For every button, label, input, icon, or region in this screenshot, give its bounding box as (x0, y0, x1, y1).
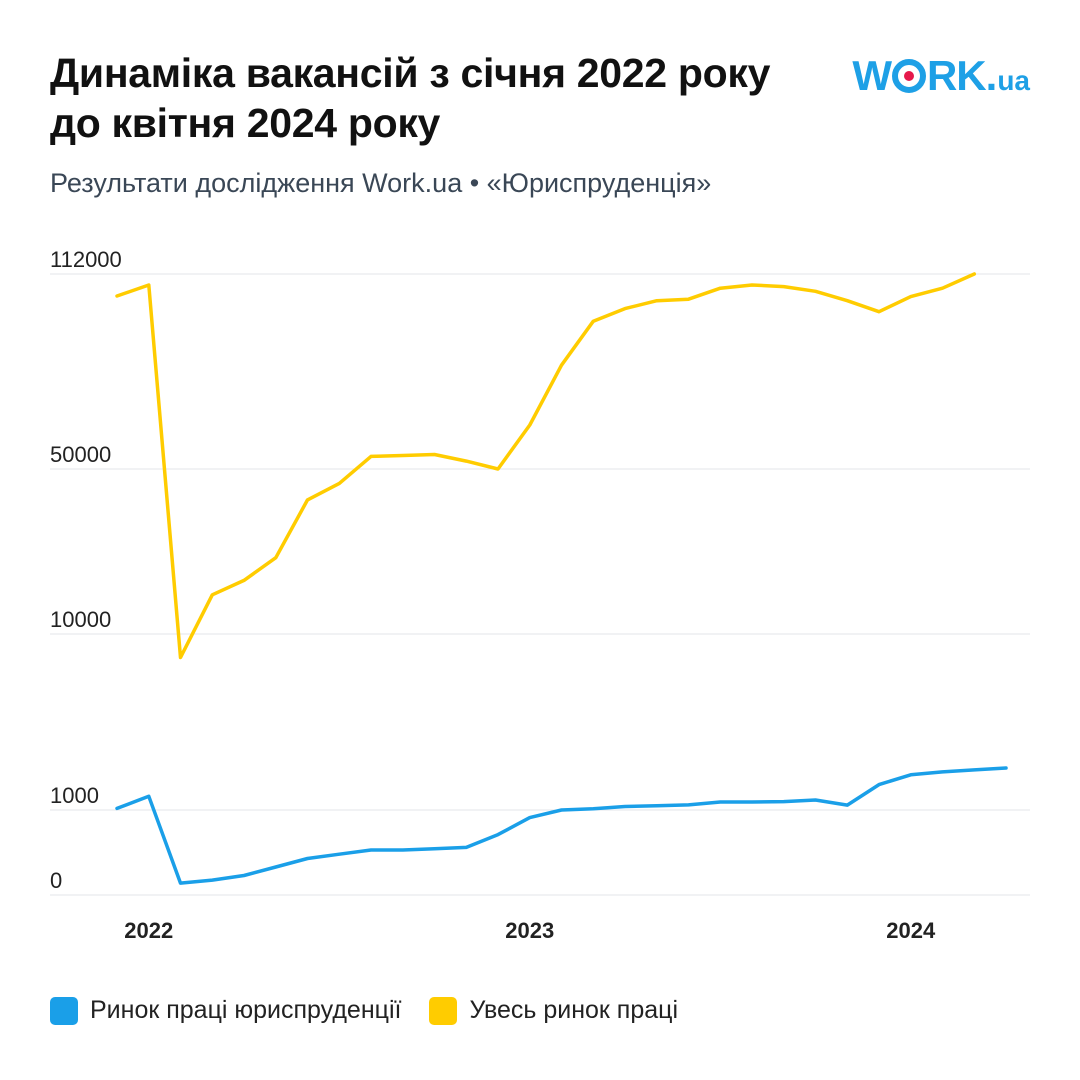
series-line-legal-market (115, 766, 1008, 885)
y-tick-label: 10000 (50, 607, 111, 632)
y-tick-label: 50000 (50, 442, 111, 467)
y-tick-label: 0 (50, 868, 62, 893)
x-tick-label: 2023 (505, 918, 554, 943)
x-tick-label: 2022 (124, 918, 173, 943)
logo-target-icon (891, 59, 926, 93)
logo-letters-rk: RK (926, 52, 987, 99)
legend-item-whole-market: Увесь ринок праці (429, 996, 678, 1025)
x-tick-label: 2024 (886, 918, 936, 943)
logo-letter-w: W (852, 52, 892, 99)
grid-lines (50, 273, 1030, 896)
work-ua-logo: W RK . ua (852, 52, 1030, 100)
legend-label-whole-market: Увесь ринок праці (469, 996, 679, 1024)
chart-subtitle: Результати дослідження Work.ua • «Юриспр… (50, 168, 712, 198)
logo-dot: . (985, 52, 998, 99)
series-line-whole-market (115, 272, 977, 660)
series-lines (115, 272, 1008, 885)
logo-ua: ua (997, 65, 1030, 96)
legend-swatch-whole-market (429, 996, 458, 1025)
chart-title: Динаміка вакансій з січня 2022 року до к… (50, 50, 771, 146)
legend: Ринок праці юриспруденції Увесь ринок пр… (50, 996, 706, 1025)
legend-item-legal-market: Ринок праці юриспруденції (50, 996, 401, 1025)
legend-label-legal-market: Ринок праці юриспруденції (90, 996, 402, 1024)
y-tick-label: 112000 (50, 247, 122, 272)
y-axis-ticks: 0 1000 10000 50000 112000 (50, 247, 122, 893)
x-axis-ticks: 2022 2023 2024 (124, 918, 936, 943)
legend-swatch-legal-market (50, 996, 78, 1025)
y-tick-label: 1000 (50, 783, 99, 808)
